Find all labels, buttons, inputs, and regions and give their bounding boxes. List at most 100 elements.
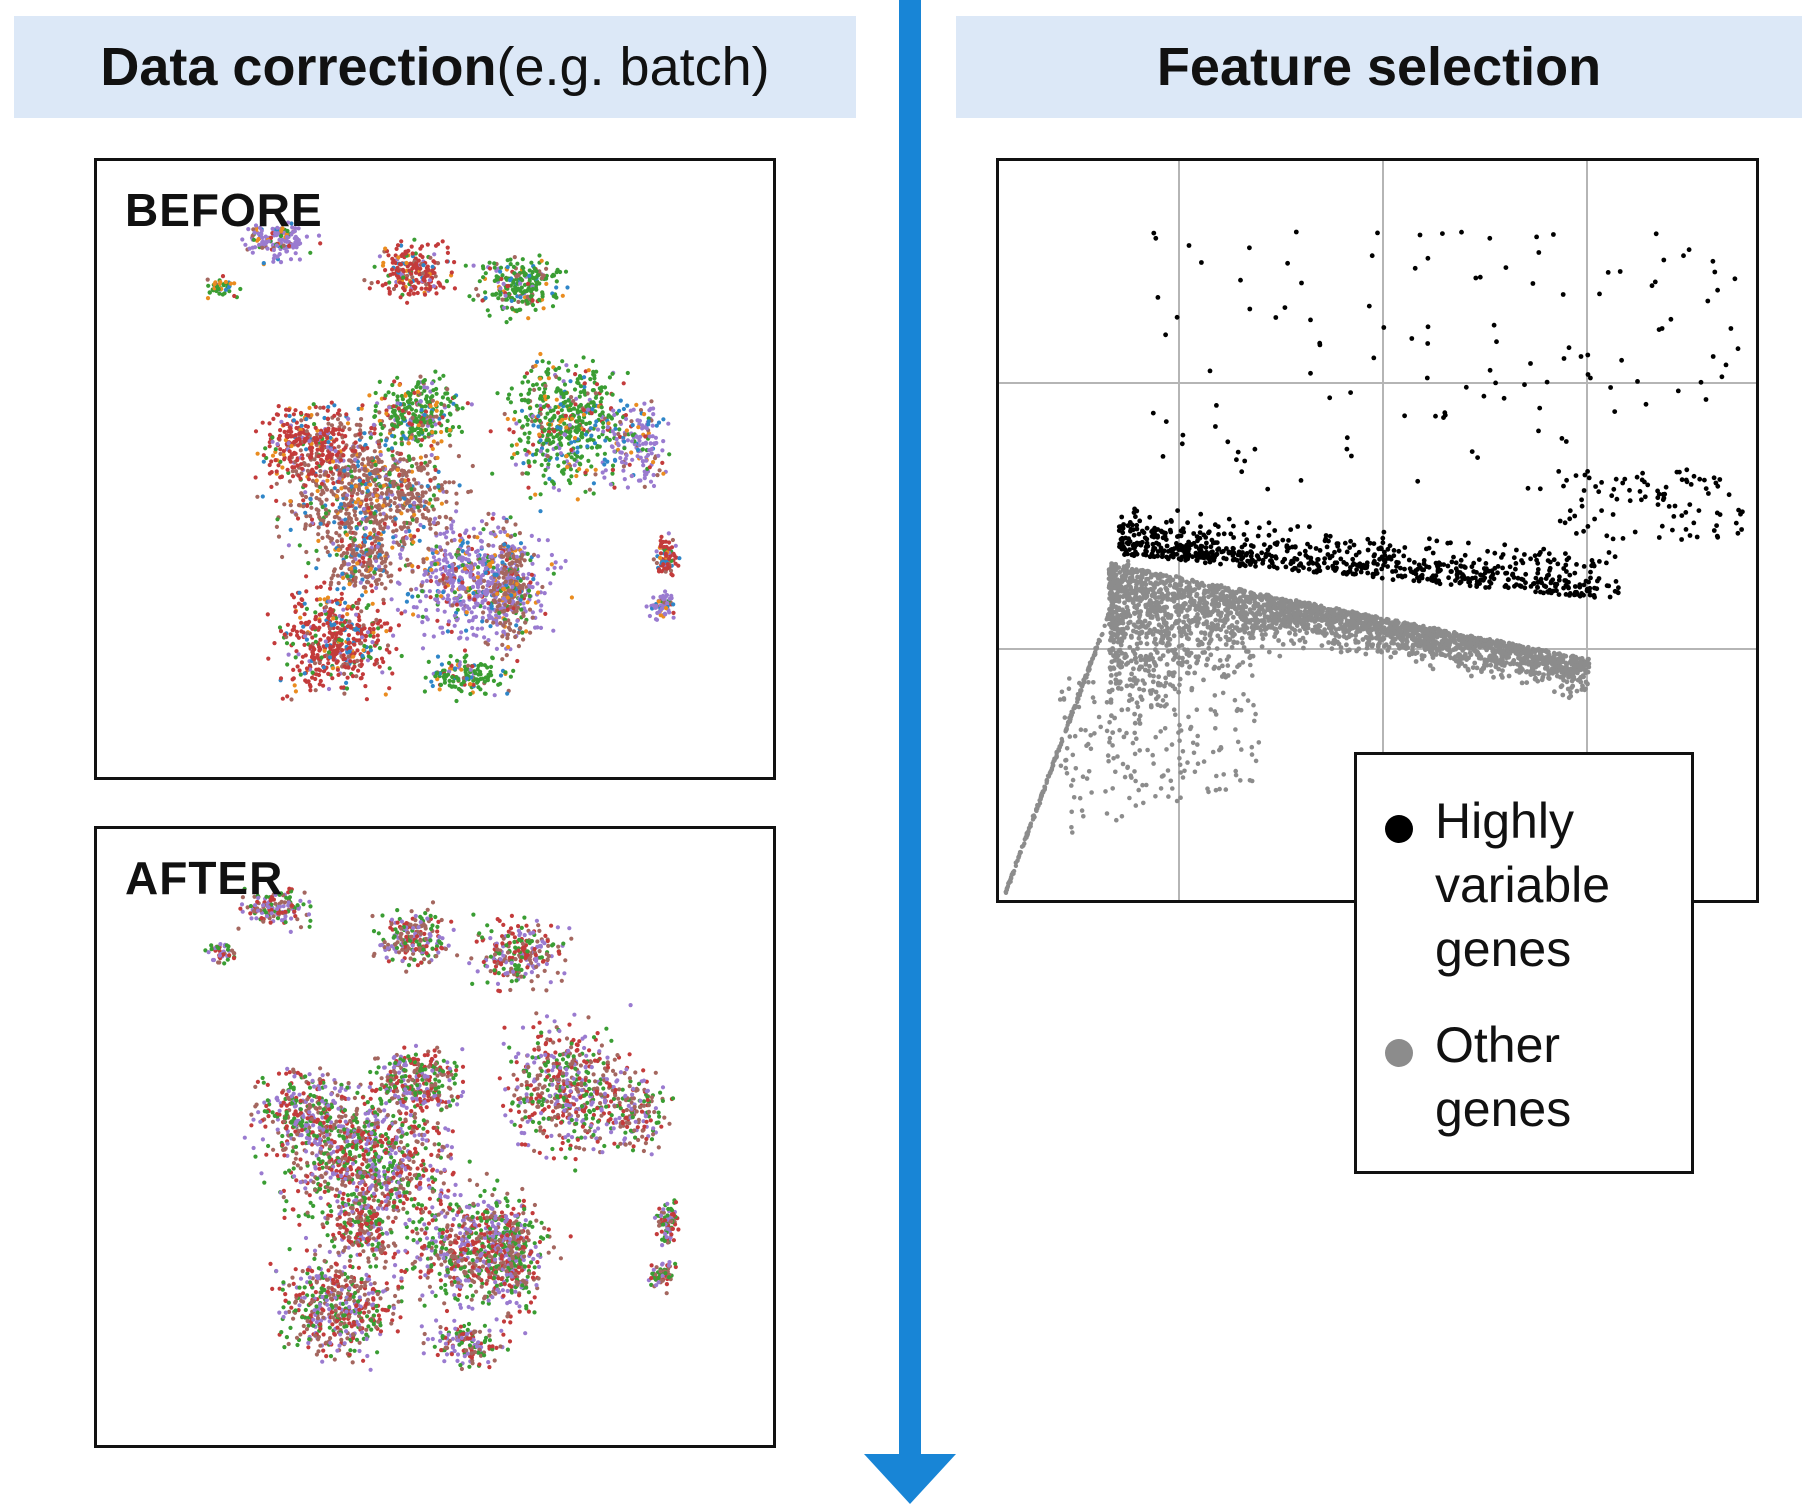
cell-point bbox=[482, 663, 487, 668]
cell-point bbox=[522, 431, 527, 436]
cell-point bbox=[308, 496, 313, 501]
cell-point bbox=[293, 689, 298, 694]
cell-point bbox=[332, 520, 337, 525]
cell-point bbox=[304, 234, 309, 239]
cell-point bbox=[635, 454, 640, 459]
cell-point bbox=[339, 596, 344, 601]
cell-point bbox=[314, 435, 319, 441]
cell-point bbox=[415, 528, 420, 533]
cell-point bbox=[357, 452, 362, 457]
cell-point bbox=[538, 449, 543, 454]
cell-point bbox=[429, 547, 434, 552]
cell-point bbox=[511, 430, 516, 435]
cell-point bbox=[520, 586, 525, 591]
cell-point bbox=[433, 674, 438, 679]
cell-point bbox=[529, 260, 534, 265]
cell-point bbox=[630, 433, 635, 438]
cell-point bbox=[411, 612, 416, 617]
cell-point bbox=[304, 549, 309, 555]
cell-point bbox=[345, 546, 350, 552]
cell-point bbox=[447, 480, 452, 485]
cell-point bbox=[452, 590, 457, 595]
cell-point bbox=[250, 233, 255, 238]
before-label: BEFORE bbox=[125, 184, 323, 236]
cell-point bbox=[291, 667, 296, 672]
cell-point bbox=[610, 371, 615, 376]
cell-point bbox=[445, 418, 450, 423]
cell-point bbox=[514, 582, 519, 587]
cell-point bbox=[309, 517, 315, 522]
cell-point bbox=[512, 271, 517, 276]
cell-point bbox=[288, 527, 293, 532]
cell-point bbox=[520, 299, 525, 304]
cell-point bbox=[563, 269, 569, 274]
cell-point bbox=[462, 586, 467, 591]
cell-point bbox=[289, 443, 294, 449]
cell-point bbox=[485, 642, 490, 647]
cell-point bbox=[365, 488, 370, 493]
cell-point bbox=[464, 628, 469, 633]
cell-point bbox=[289, 452, 294, 457]
cell-point bbox=[450, 674, 455, 680]
cell-point bbox=[278, 629, 284, 634]
cell-point bbox=[543, 383, 548, 388]
cell-point bbox=[318, 431, 323, 436]
cell-point bbox=[455, 549, 460, 554]
cell-point bbox=[288, 632, 293, 637]
cell-point bbox=[368, 536, 373, 541]
cell-point bbox=[501, 596, 506, 601]
cell-point bbox=[491, 543, 496, 548]
cell-point bbox=[394, 528, 399, 533]
cell-point bbox=[544, 281, 549, 286]
cell-point bbox=[331, 616, 336, 621]
cell-point bbox=[519, 277, 524, 283]
cell-point bbox=[309, 449, 314, 454]
cell-point bbox=[610, 467, 616, 473]
cell-point bbox=[286, 441, 291, 446]
cell-point bbox=[348, 516, 353, 521]
cell-point bbox=[410, 594, 415, 599]
cell-point bbox=[383, 393, 388, 398]
cell-point bbox=[622, 446, 627, 451]
cell-point bbox=[383, 443, 388, 448]
cell-point bbox=[283, 413, 289, 418]
cell-point bbox=[553, 560, 558, 565]
cell-point bbox=[289, 232, 294, 237]
cell-point bbox=[346, 604, 351, 609]
cell-point bbox=[516, 630, 521, 635]
cell-point bbox=[391, 529, 396, 534]
cell-point bbox=[367, 471, 372, 477]
cell-point bbox=[425, 617, 430, 622]
cell-point bbox=[491, 292, 496, 297]
cell-point bbox=[606, 421, 611, 426]
cell-point bbox=[554, 279, 559, 284]
cell-point bbox=[206, 283, 211, 288]
cell-point bbox=[346, 487, 351, 492]
cell-point bbox=[386, 487, 391, 493]
cell-point bbox=[293, 609, 298, 614]
cell-point bbox=[399, 653, 404, 659]
cell-point bbox=[374, 558, 379, 564]
cell-point bbox=[292, 624, 297, 629]
cell-point bbox=[595, 452, 600, 457]
cell-point bbox=[360, 446, 365, 451]
cell-point bbox=[345, 520, 350, 525]
cell-point bbox=[370, 622, 375, 627]
cell-point bbox=[503, 579, 508, 584]
cell-point bbox=[380, 425, 385, 430]
cell-point bbox=[459, 602, 464, 607]
cell-point bbox=[318, 241, 323, 246]
cell-point bbox=[510, 287, 515, 292]
cell-point bbox=[661, 593, 666, 598]
cell-point bbox=[312, 457, 317, 462]
cell-point bbox=[290, 628, 295, 633]
cell-point bbox=[437, 421, 442, 426]
cell-point bbox=[451, 578, 456, 583]
cell-point bbox=[339, 565, 344, 571]
cell-point bbox=[431, 259, 436, 264]
cell-point bbox=[412, 284, 417, 289]
cell-point bbox=[491, 511, 496, 517]
cell-point bbox=[293, 242, 298, 247]
cell-point bbox=[391, 633, 396, 638]
cell-point bbox=[653, 435, 659, 440]
